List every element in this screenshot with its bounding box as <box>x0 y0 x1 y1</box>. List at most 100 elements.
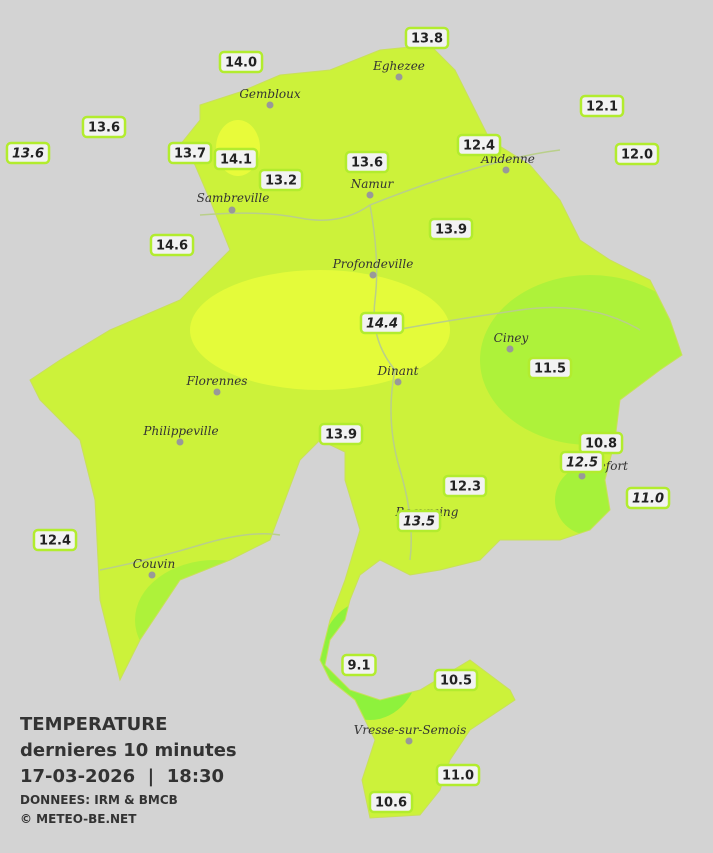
station-box <box>81 115 127 139</box>
station-value: 12.0 <box>621 148 653 163</box>
station: 11.5 <box>527 356 573 380</box>
river <box>369 204 412 561</box>
river <box>199 149 561 221</box>
station: 10.6 <box>368 790 414 814</box>
station: 12.5 <box>559 450 605 474</box>
station-box <box>341 653 377 677</box>
rivers <box>99 149 641 571</box>
station: 11.0 <box>625 486 671 510</box>
station: 12.0 <box>614 142 660 166</box>
city-label: Ciney <box>494 331 529 345</box>
station-value: 12.3 <box>449 480 481 495</box>
station-box <box>428 217 474 241</box>
station: 14.4 <box>359 311 405 335</box>
city-dot <box>148 571 156 579</box>
station: 13.9 <box>428 217 474 241</box>
station: 14.1 <box>213 147 259 171</box>
city-label: Gembloux <box>239 87 301 101</box>
station-value: 13.9 <box>435 223 467 238</box>
station-value: 12.1 <box>586 100 618 115</box>
station-box <box>359 311 405 335</box>
city-label: Sambreville <box>197 191 270 205</box>
station: 13.2 <box>258 168 304 192</box>
river <box>99 533 281 571</box>
station-box <box>614 142 660 166</box>
station: 13.7 <box>167 141 213 165</box>
city-dot <box>502 166 510 174</box>
station: 13.6 <box>344 150 390 174</box>
station: 10.8 <box>578 431 624 455</box>
station: 14.0 <box>218 50 264 74</box>
station-value: 13.5 <box>403 515 435 530</box>
city-dot <box>266 101 274 109</box>
station: 13.8 <box>404 26 450 50</box>
city-dot <box>394 378 402 386</box>
city-label: Namur <box>350 177 395 191</box>
station-value: 14.0 <box>225 56 257 71</box>
city-dot <box>228 206 236 214</box>
station-box <box>404 26 450 50</box>
station-value: 13.2 <box>265 174 297 189</box>
station-box <box>442 474 488 498</box>
city-label: Florennes <box>186 374 248 388</box>
station-box <box>559 450 605 474</box>
station: 10.5 <box>433 668 479 692</box>
zone-cool <box>480 275 682 445</box>
station-value: 10.8 <box>585 437 617 452</box>
station-value: 11.5 <box>534 362 566 377</box>
stations: 14.0 13.8 12.1 13.6 13.6 13.7 14.1 13.6 12.4 12.0… <box>5 26 671 814</box>
station-box <box>258 168 304 192</box>
station-value: 13.6 <box>88 121 120 136</box>
station-box <box>456 133 502 157</box>
city-label: Eghezee <box>372 59 425 73</box>
station: 9.1 <box>341 653 377 677</box>
station-box <box>368 790 414 814</box>
station-box <box>318 422 364 446</box>
city-dot <box>369 271 377 279</box>
legend-subtitle: dernieres 10 minutes <box>20 740 237 761</box>
station: 13.9 <box>318 422 364 446</box>
station-value: 11.0 <box>442 769 474 784</box>
station-value: 14.6 <box>156 239 188 254</box>
station: 12.4 <box>456 133 502 157</box>
station-box <box>213 147 259 171</box>
station-value: 14.1 <box>220 153 252 168</box>
station-box <box>218 50 264 74</box>
station-value: 9.1 <box>347 659 370 674</box>
station-value: 13.8 <box>411 32 443 47</box>
city-label: Philippeville <box>142 424 218 438</box>
station-value: 12.5 <box>566 456 598 471</box>
station-box <box>527 356 573 380</box>
zone-cool <box>555 465 625 535</box>
station-value: 10.6 <box>375 796 407 811</box>
legend: TEMPERATURE dernieres 10 minutes 17-03-2… <box>20 714 237 826</box>
station: 11.0 <box>435 763 481 787</box>
station: 14.6 <box>149 233 195 257</box>
station: 13.6 <box>81 115 127 139</box>
station: 13.6 <box>5 141 51 165</box>
city-dot <box>578 472 586 480</box>
legend-source: DONNEES: IRM & BMCB <box>20 793 178 807</box>
city-label: Profondeville <box>332 257 414 271</box>
city-dot <box>366 191 374 199</box>
city-dot <box>213 388 221 396</box>
station: 12.1 <box>579 94 625 118</box>
station-value: 12.4 <box>39 534 71 549</box>
station: 13.5 <box>396 509 442 533</box>
city-label: Couvin <box>133 557 175 571</box>
station-value: 13.9 <box>325 428 357 443</box>
station: 12.3 <box>442 474 488 498</box>
legend-title: TEMPERATURE <box>20 714 167 735</box>
city-dot <box>176 438 184 446</box>
city-dot <box>506 345 514 353</box>
station-value: 12.4 <box>463 139 495 154</box>
river <box>394 306 641 331</box>
station: 12.4 <box>32 528 78 552</box>
station-value: 14.4 <box>366 317 398 332</box>
station-box <box>396 509 442 533</box>
station-value: 11.0 <box>632 492 664 507</box>
station-box <box>579 94 625 118</box>
station-value: 13.6 <box>351 156 383 171</box>
